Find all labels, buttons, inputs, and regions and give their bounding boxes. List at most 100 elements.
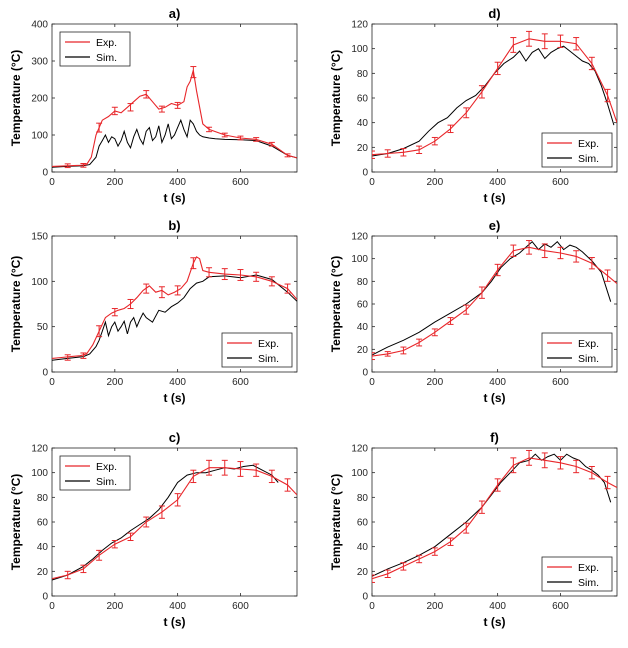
y-tick-label: 100 <box>351 468 368 479</box>
chart-title: f) <box>490 430 499 445</box>
error-bar <box>494 61 501 76</box>
error-bar <box>604 88 611 103</box>
x-tick-label: 0 <box>49 177 55 188</box>
x-tick-label: 400 <box>489 377 506 388</box>
x-axis-label: t (s) <box>484 615 506 629</box>
legend-label-exp: Exp. <box>578 338 599 350</box>
x-axis-label: t (s) <box>164 615 186 629</box>
error-bar <box>237 269 244 281</box>
y-axis-label: Temperature (°C) <box>9 474 23 571</box>
x-tick-label: 200 <box>426 601 443 612</box>
error-bar <box>253 137 260 142</box>
exp-series-line <box>52 256 297 359</box>
sim-series-line <box>52 464 279 581</box>
y-tick-label: 60 <box>357 300 369 311</box>
legend-box <box>541 132 613 168</box>
x-tick-label: 600 <box>232 601 249 612</box>
error-bar <box>478 286 485 299</box>
error-bar <box>158 105 165 113</box>
y-tick-label: 100 <box>31 277 48 288</box>
y-tick-label: 120 <box>351 444 368 455</box>
chart-panel-1: 0 200 400 600 0 50 100 150 b) t (s) Temperature (°… <box>9 218 298 405</box>
error-bar <box>416 145 423 154</box>
y-tick-label: 150 <box>31 232 48 243</box>
legend-label-exp: Exp. <box>258 338 279 350</box>
error-bar <box>510 37 517 53</box>
y-tick-label: 60 <box>37 518 49 529</box>
legend-label-sim: Sim. <box>578 353 599 365</box>
y-tick-label: 20 <box>357 567 369 578</box>
error-bar <box>510 457 517 474</box>
x-tick-label: 200 <box>106 601 123 612</box>
legend-label-exp: Exp. <box>578 138 599 150</box>
y-tick-label: 100 <box>351 44 368 55</box>
x-tick-label: 400 <box>169 177 186 188</box>
legend: Exp. Sim. <box>541 332 613 368</box>
legend-box <box>221 332 293 368</box>
error-bar <box>478 85 485 99</box>
y-tick-label: 0 <box>42 168 48 179</box>
error-bar <box>416 554 423 564</box>
error-bar <box>268 469 275 484</box>
legend: Exp. Sim. <box>59 455 131 491</box>
error-bar <box>573 37 580 51</box>
chart-title: a) <box>169 6 181 21</box>
y-tick-label: 200 <box>31 94 48 105</box>
y-tick-label: 40 <box>357 542 369 553</box>
legend-box <box>541 556 613 592</box>
error-bar <box>237 135 244 141</box>
legend-label-sim: Sim. <box>258 353 279 365</box>
error-bar <box>174 493 181 507</box>
error-bar <box>64 163 71 169</box>
y-tick-label: 400 <box>31 20 48 31</box>
y-tick-label: 100 <box>31 131 48 142</box>
error-bar <box>268 276 275 287</box>
error-bar <box>143 283 150 294</box>
y-tick-label: 80 <box>37 493 49 504</box>
x-tick-label: 600 <box>552 177 569 188</box>
y-axis-label: Temperature (°C) <box>9 256 23 353</box>
plot-data <box>372 30 617 159</box>
y-tick-label: 120 <box>351 20 368 31</box>
error-bar <box>127 298 134 310</box>
x-tick-label: 0 <box>369 177 375 188</box>
legend-label-sim: Sim. <box>96 52 117 64</box>
y-tick-label: 0 <box>362 368 368 379</box>
legend: Exp. Sim. <box>541 132 613 168</box>
chart-title: c) <box>169 430 181 445</box>
error-bar <box>158 286 165 299</box>
error-bar <box>541 33 548 50</box>
error-bar <box>526 449 533 466</box>
x-tick-label: 600 <box>552 377 569 388</box>
plot-data <box>52 459 297 581</box>
x-tick-label: 0 <box>49 601 55 612</box>
error-bar <box>80 162 87 168</box>
plot-data <box>372 240 617 361</box>
legend-box <box>59 31 131 67</box>
y-axis-label: Temperature (°C) <box>9 50 23 147</box>
error-bar <box>221 459 228 476</box>
y-tick-label: 0 <box>42 368 48 379</box>
error-bar <box>447 124 454 134</box>
error-bar <box>463 522 470 534</box>
error-bar <box>206 459 213 476</box>
error-bar <box>431 136 438 146</box>
plot-frame <box>51 235 298 373</box>
error-bar <box>64 354 71 361</box>
error-bar <box>190 469 197 484</box>
error-bar <box>384 569 391 578</box>
sim-series-line <box>372 45 615 157</box>
legend-label-exp: Exp. <box>96 37 117 49</box>
error-bar <box>111 106 118 116</box>
chart-panel-2: 0 200 400 600 0 20 40 60 80 100 120 c) t (s) Temperat… <box>9 430 298 629</box>
error-bar <box>158 505 165 519</box>
legend-label-exp: Exp. <box>96 461 117 473</box>
error-bar <box>268 141 275 147</box>
error-bar <box>206 126 213 133</box>
x-axis-label: t (s) <box>484 191 506 205</box>
error-bar <box>478 500 485 514</box>
legend: Exp. Sim. <box>59 31 131 67</box>
error-bar <box>96 122 103 133</box>
error-bar <box>96 549 103 561</box>
